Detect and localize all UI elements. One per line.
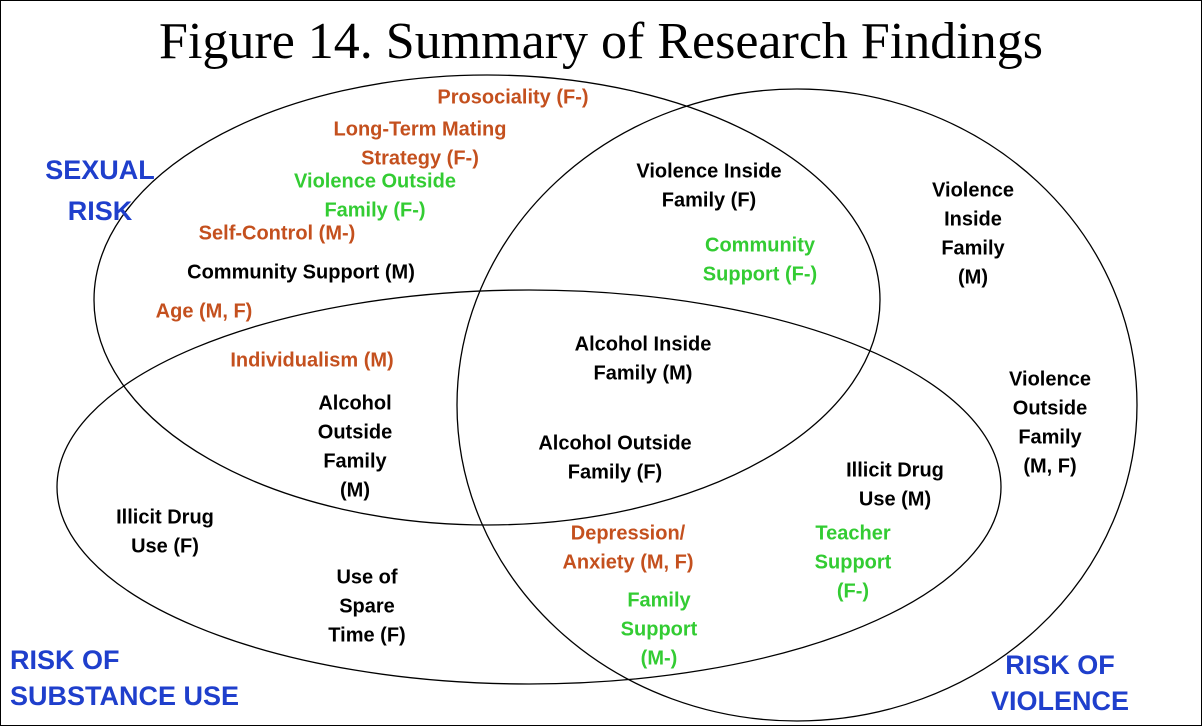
finding: Outside xyxy=(1013,397,1087,419)
finding: Family (F-) xyxy=(324,199,425,221)
finding: Alcohol Inside xyxy=(575,333,712,355)
finding: Teacher xyxy=(815,522,890,544)
finding: (M, F) xyxy=(1023,455,1076,477)
finding: Support xyxy=(815,551,892,573)
finding: Age (M, F) xyxy=(156,300,253,322)
finding: (M) xyxy=(340,479,370,501)
finding: Strategy (F-) xyxy=(361,147,479,169)
finding: Prosociality (F-) xyxy=(437,86,588,108)
set-label: VIOLENCE xyxy=(991,686,1129,716)
finding: Use (M) xyxy=(859,488,931,510)
finding: Illicit Drug xyxy=(116,506,214,528)
finding: Spare xyxy=(339,595,395,617)
finding: Inside xyxy=(944,208,1002,230)
finding: Family (F) xyxy=(662,189,756,211)
finding: Violence xyxy=(1009,368,1091,390)
finding: Outside xyxy=(318,421,392,443)
finding: Use of xyxy=(336,566,397,588)
violence-ellipse xyxy=(456,88,1138,722)
finding: Support (F-) xyxy=(703,263,817,285)
set-label: RISK OF xyxy=(10,645,120,675)
finding: Violence xyxy=(932,179,1014,201)
set-label: SUBSTANCE USE xyxy=(10,681,239,711)
finding: Family xyxy=(941,237,1005,259)
set-label: RISK xyxy=(68,196,133,226)
finding: Family (F) xyxy=(568,461,662,483)
substance-use-ellipse xyxy=(56,289,1002,685)
finding: (F-) xyxy=(837,580,869,602)
finding: Family (M) xyxy=(594,362,693,384)
finding: Family xyxy=(1018,426,1082,448)
finding: (M-) xyxy=(641,647,678,669)
title: Figure 14. Summary of Research Findings xyxy=(159,13,1043,70)
sexual-risk-ellipse xyxy=(93,74,881,526)
finding: Alcohol Outside xyxy=(538,432,691,454)
finding: Family xyxy=(323,450,387,472)
finding: Time (F) xyxy=(328,624,405,646)
finding: Use (F) xyxy=(131,535,199,557)
finding: Individualism (M) xyxy=(230,349,393,371)
set-label: SEXUAL xyxy=(45,155,155,185)
finding: Community Support (M) xyxy=(187,261,415,283)
finding: Long-Term Mating xyxy=(334,118,507,140)
finding: Depression/ xyxy=(571,522,686,544)
finding: Self-Control (M-) xyxy=(199,222,356,244)
finding: (M) xyxy=(958,266,988,288)
finding: Support xyxy=(621,618,698,640)
finding: Anxiety (M, F) xyxy=(562,551,693,573)
finding: Community xyxy=(705,234,816,256)
finding: Violence Outside xyxy=(294,170,456,192)
set-label: RISK OF xyxy=(1005,650,1115,680)
finding: Alcohol xyxy=(318,392,391,414)
finding: Family xyxy=(627,589,691,611)
finding: Illicit Drug xyxy=(846,459,944,481)
finding: Violence Inside xyxy=(636,160,781,182)
